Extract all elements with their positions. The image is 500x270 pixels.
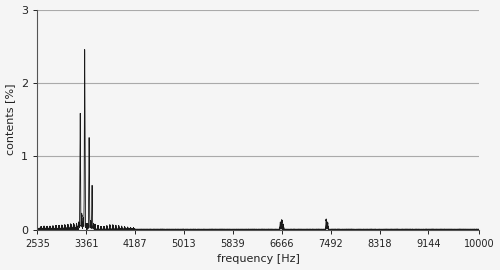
X-axis label: frequency [Hz]: frequency [Hz] [217, 254, 300, 264]
Y-axis label: contents [%]: contents [%] [6, 84, 16, 156]
